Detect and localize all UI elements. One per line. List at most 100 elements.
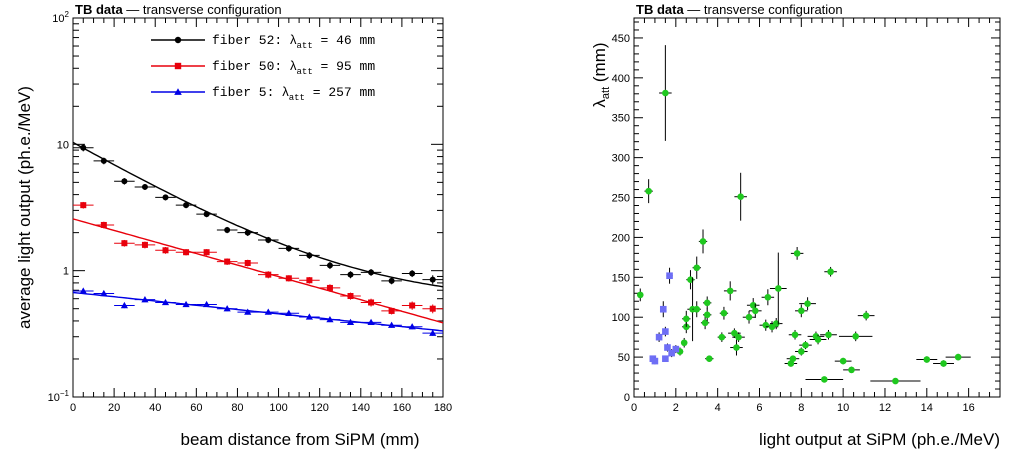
data-point (409, 270, 416, 277)
data-point (798, 348, 805, 355)
left-header: TB data — transverse configuration (75, 2, 282, 17)
data-point (789, 355, 797, 363)
data-point (726, 287, 734, 295)
data-point (798, 307, 805, 315)
data-point (121, 240, 128, 247)
data-point (802, 341, 809, 349)
right-header: TB data — transverse configuration (636, 2, 843, 17)
data-point (731, 329, 738, 337)
data-point (651, 357, 659, 365)
data-point (429, 329, 437, 336)
data-point (682, 315, 690, 323)
left-y-axis-title: average light output (ph.e./MeV) (15, 86, 34, 329)
data-point (940, 360, 947, 367)
right-header-text: transverse configuration (704, 2, 843, 17)
data-point (182, 300, 190, 308)
data-point (735, 333, 742, 341)
data-point (664, 344, 671, 351)
left-x-tick-label: 40 (149, 402, 161, 414)
right-x-tick-label: 14 (921, 402, 933, 414)
data-point (693, 305, 701, 313)
data-point (409, 302, 416, 309)
data-point (264, 308, 272, 315)
data-point (244, 229, 251, 236)
data-point (839, 357, 847, 365)
legend-lambda-sub: att (297, 41, 313, 51)
data-point (100, 157, 107, 164)
data-point (388, 307, 395, 314)
legend-lambda-sub: att (297, 67, 313, 77)
right-x-tick-label: 8 (798, 402, 804, 414)
legend-entry: fiber 5: λatt = 257 mm (212, 84, 375, 103)
data-point (388, 321, 396, 328)
data-point (862, 312, 870, 319)
data-point (368, 299, 375, 306)
right-x-tick-label: 4 (715, 402, 721, 414)
fit-curve (72, 141, 444, 288)
data-point (852, 333, 859, 340)
data-point (827, 268, 834, 276)
data-point (347, 271, 354, 278)
legend-value: = 95 mm (313, 59, 376, 74)
left-y-tick-label: 1 (63, 266, 69, 278)
fit-curve (72, 218, 444, 324)
legend-lambda-sub: att (289, 93, 305, 103)
right-y-axis-sub: att (600, 87, 612, 99)
data-point (752, 307, 759, 315)
data-point (162, 247, 169, 254)
right-plot-frame (633, 17, 1001, 398)
data-point (848, 366, 855, 374)
data-point (793, 250, 801, 257)
data-point (662, 355, 669, 363)
legend-value: = 257 mm (305, 85, 375, 100)
left-header-dash: — (123, 2, 143, 17)
data-point (429, 276, 436, 283)
data-point (120, 301, 128, 309)
data-point (223, 305, 231, 312)
data-point (762, 321, 770, 329)
data-point (285, 245, 292, 252)
data-point (162, 194, 169, 201)
data-point (636, 291, 644, 299)
right-y-tick-label: 200 (612, 232, 630, 244)
data-point (825, 331, 832, 339)
left-header-text: transverse configuration (143, 2, 282, 17)
data-point (662, 89, 669, 97)
right-header-dash: — (684, 2, 704, 17)
right-y-tick-label: 450 (612, 33, 630, 45)
data-point (141, 241, 148, 248)
right-chart: 0 2 4 6 8 10 12 14 16 0 50 100 150 200 250 300 350 400 450… (590, 2, 1001, 449)
data-point (224, 258, 231, 265)
data-point (720, 309, 728, 317)
data-point (244, 308, 252, 315)
data-point (306, 277, 313, 284)
data-point (645, 187, 652, 195)
data-point (203, 249, 210, 256)
left-series-1 (72, 201, 444, 324)
left-x-tick-label: 0 (70, 402, 76, 414)
data-point (804, 300, 811, 307)
left-y-tick-base: 10 (57, 139, 69, 151)
right-x-tick-label: 6 (756, 402, 762, 414)
data-point (655, 333, 663, 341)
data-point (737, 193, 744, 201)
data-point (183, 249, 190, 256)
data-point (718, 333, 726, 341)
right-header-bold: TB data (636, 2, 684, 17)
data-point (821, 376, 828, 383)
legend-name: fiber 5: (212, 85, 282, 100)
data-point (326, 262, 333, 269)
left-x-axis-title: beam distance from SiPM (mm) (181, 430, 420, 449)
legend-value: = 46 mm (313, 33, 376, 48)
data-point (121, 178, 128, 185)
right-y-tick-label: 400 (612, 73, 630, 85)
right-y-ticks: 0 50 100 150 200 250 300 350 400 450 (612, 21, 1000, 404)
left-y-tick-base: 10 (48, 392, 60, 404)
data-point (659, 305, 667, 313)
right-y-tick-label: 50 (618, 352, 630, 364)
left-x-ticks: 0 20 40 60 80 100 120 140 160 180 (70, 18, 452, 414)
data-point (733, 344, 740, 351)
left-plot-frame (72, 17, 444, 398)
